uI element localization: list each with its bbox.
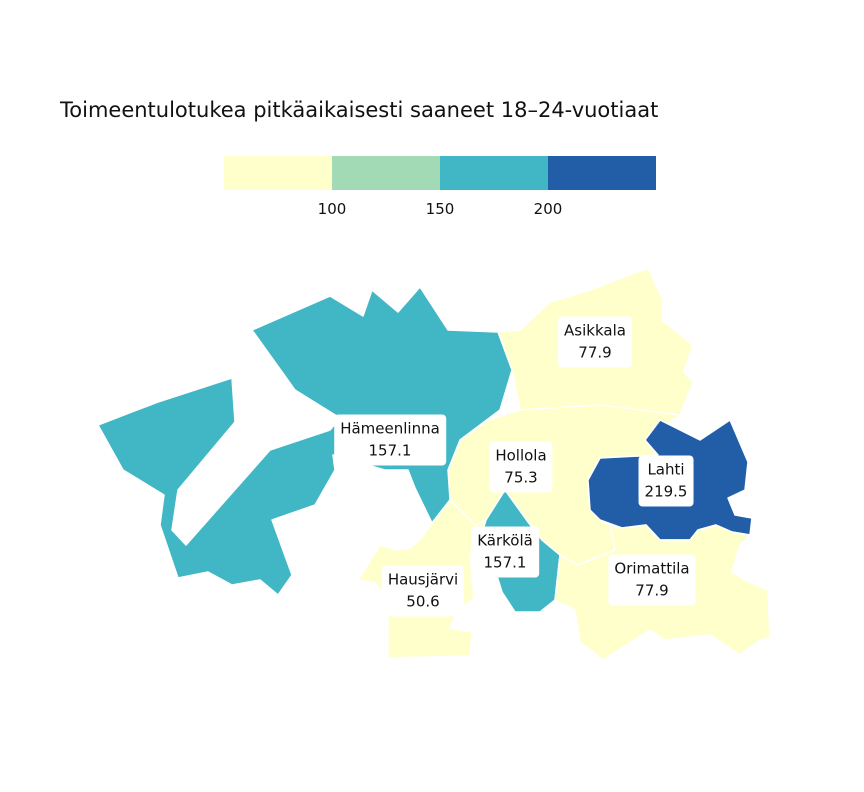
region-hameenlinna[interactable] xyxy=(97,286,513,596)
region-label-lahti: Lahti 219.5 xyxy=(638,455,694,507)
region-label-karkola: Kärkölä 157.1 xyxy=(471,526,539,578)
region-value: 77.9 xyxy=(578,343,612,362)
region-value: 157.1 xyxy=(483,553,527,572)
region-value: 219.5 xyxy=(644,482,688,501)
legend-tick-label: 100 xyxy=(318,200,347,218)
legend-bin xyxy=(548,156,656,190)
region-label-hameenlinna: Hämeenlinna 157.1 xyxy=(334,414,446,466)
region-label-hausjarvi: Hausjärvi 50.6 xyxy=(381,565,465,617)
legend-tick-label: 200 xyxy=(534,200,563,218)
map-title: Toimeentulotukea pitkäaikaisesti saaneet… xyxy=(60,98,659,122)
region-name: Lahti xyxy=(647,460,685,479)
region-name: Orimattila xyxy=(614,559,690,578)
region-name: Asikkala xyxy=(564,321,626,340)
region-name: Hausjärvi xyxy=(387,570,459,589)
region-value: 77.9 xyxy=(635,581,669,600)
legend: 100 150 200 xyxy=(224,156,656,218)
region-label-asikkala: Asikkala 77.9 xyxy=(558,316,632,368)
region-value: 50.6 xyxy=(406,592,440,611)
legend-bin xyxy=(224,156,332,190)
region-value: 157.1 xyxy=(368,441,412,460)
legend-tick-label: 150 xyxy=(426,200,455,218)
region-value: 75.3 xyxy=(504,468,538,487)
legend-bin xyxy=(440,156,548,190)
region-label-hollola: Hollola 75.3 xyxy=(489,441,553,493)
region-name: Kärkölä xyxy=(477,531,533,550)
region-label-orimattila: Orimattila 77.9 xyxy=(608,554,696,606)
legend-bin xyxy=(332,156,440,190)
region-name: Hämeenlinna xyxy=(340,419,440,438)
region-name: Hollola xyxy=(495,446,547,465)
